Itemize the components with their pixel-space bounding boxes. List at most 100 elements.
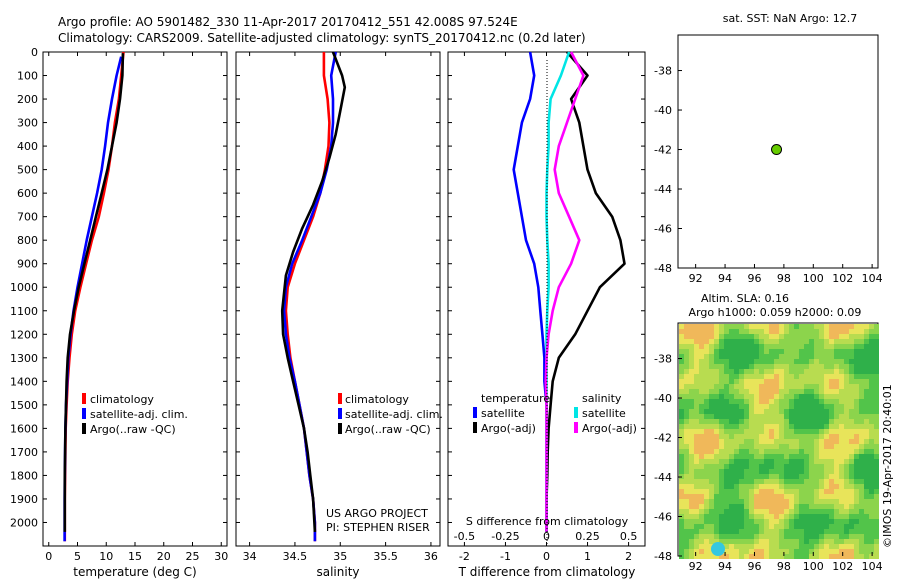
- sla-cell: [784, 519, 789, 524]
- legend-swatch-s-argo: [574, 422, 578, 433]
- sla-cell: [779, 339, 784, 344]
- sla-cell: [794, 454, 799, 459]
- depth-tick-label: 1400: [10, 375, 38, 388]
- sla-cell: [734, 464, 739, 469]
- sla-cell: [809, 389, 814, 394]
- sla-cell: [689, 384, 694, 389]
- sla-cell: [814, 344, 819, 349]
- sla-cell: [834, 459, 839, 464]
- sla-cell: [734, 429, 739, 434]
- sla-cell: [739, 429, 744, 434]
- sla-cell: [869, 524, 874, 529]
- sla-cell: [734, 509, 739, 514]
- sla-cell: [734, 449, 739, 454]
- sla-cell: [724, 524, 729, 529]
- sla-cell: [694, 529, 699, 534]
- sla-cell: [684, 324, 689, 329]
- sla-cell: [799, 534, 804, 539]
- sla-cell: [779, 459, 784, 464]
- sla-cell: [759, 474, 764, 479]
- sla-cell: [739, 394, 744, 399]
- sla-cell: [689, 399, 694, 404]
- sla-cell: [759, 424, 764, 429]
- sla-cell: [829, 484, 834, 489]
- sla-cell: [714, 529, 719, 534]
- sla-cell: [684, 399, 689, 404]
- sla-cell: [769, 374, 774, 379]
- sla-cell: [814, 419, 819, 424]
- sla-cell: [844, 519, 849, 524]
- sla-cell: [794, 554, 799, 559]
- sla-cell: [749, 419, 754, 424]
- sla-cell: [749, 509, 754, 514]
- sla-cell: [684, 424, 689, 429]
- sla-cell: [724, 379, 729, 384]
- sla-cell: [744, 369, 749, 374]
- sla-cell: [689, 549, 694, 554]
- sla-cell: [734, 539, 739, 544]
- sla-cell: [809, 444, 814, 449]
- sla-cell: [874, 374, 879, 379]
- sla-cell: [859, 374, 864, 379]
- sla-cell: [739, 529, 744, 534]
- sla-cell: [814, 349, 819, 354]
- sla-cell: [829, 379, 834, 384]
- sla-cell: [719, 459, 724, 464]
- sla-cell: [719, 554, 724, 559]
- sla-cell: [684, 359, 689, 364]
- sla-cell: [749, 339, 754, 344]
- sla-cell: [869, 469, 874, 474]
- sla-cell: [849, 374, 854, 379]
- sla-cell: [704, 384, 709, 389]
- sla-cell: [744, 539, 749, 544]
- sla-cell: [724, 529, 729, 534]
- sla-cell: [774, 339, 779, 344]
- sla-cell: [729, 414, 734, 419]
- sla-cell: [689, 324, 694, 329]
- sla-cell: [804, 539, 809, 544]
- sla-cell: [789, 459, 794, 464]
- sla-cell: [719, 479, 724, 484]
- sla-cell: [799, 399, 804, 404]
- sla-cell: [869, 419, 874, 424]
- sla-cell: [869, 509, 874, 514]
- sla-cell: [794, 489, 799, 494]
- sla-cell: [814, 509, 819, 514]
- sla-cell: [694, 454, 699, 459]
- x-tick-label: 0: [45, 550, 52, 563]
- sla-cell: [839, 324, 844, 329]
- sla-cell: [684, 454, 689, 459]
- sla-cell: [684, 414, 689, 419]
- sla-cell: [739, 464, 744, 469]
- sla-cell: [834, 429, 839, 434]
- sla-cell: [779, 349, 784, 354]
- sla-cell: [844, 489, 849, 494]
- temperature-panel-frame: [42, 51, 228, 547]
- sla-cell: [759, 369, 764, 374]
- sla-cell: [839, 399, 844, 404]
- sla-cell: [874, 459, 879, 464]
- sla-cell: [849, 469, 854, 474]
- sla-cell: [714, 514, 719, 519]
- sla-cell: [734, 554, 739, 559]
- sla-cell: [784, 474, 789, 479]
- sla-cell: [814, 414, 819, 419]
- legend-label-satellite: satellite-adj. clim.: [90, 408, 188, 421]
- sla-cell: [729, 514, 734, 519]
- sla-cell: [724, 544, 729, 549]
- sla-cell: [804, 519, 809, 524]
- sla-cell: [794, 419, 799, 424]
- sla-cell: [824, 379, 829, 384]
- sla-cell: [799, 334, 804, 339]
- sla-cell: [869, 519, 874, 524]
- sla-cell: [694, 479, 699, 484]
- sla-cell: [754, 439, 759, 444]
- sla-cell: [764, 414, 769, 419]
- sla-cell: [839, 409, 844, 414]
- sla-cell: [834, 404, 839, 409]
- sla-cell: [684, 499, 689, 504]
- sla-cell: [769, 329, 774, 334]
- sla-cell: [839, 364, 844, 369]
- sla-cell: [709, 489, 714, 494]
- sla-cell: [869, 454, 874, 459]
